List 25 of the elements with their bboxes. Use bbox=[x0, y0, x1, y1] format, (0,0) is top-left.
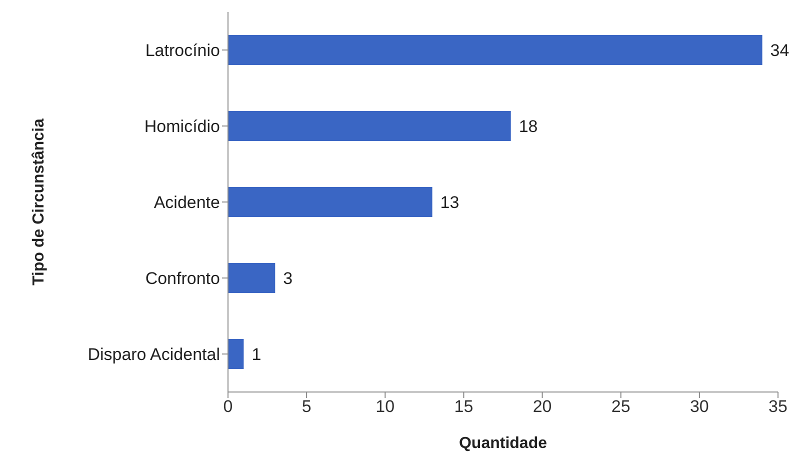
x-tick-label: 30 bbox=[690, 397, 709, 416]
bar bbox=[228, 35, 762, 65]
y-tick-label: Confronto bbox=[145, 269, 220, 288]
x-tick-label: 35 bbox=[768, 397, 788, 416]
y-tick-label: Homicídio bbox=[144, 117, 220, 136]
x-tick-label: 5 bbox=[302, 397, 312, 416]
bar bbox=[228, 111, 511, 141]
x-tick-label: 0 bbox=[223, 397, 233, 416]
bar bbox=[228, 339, 244, 369]
bar bbox=[228, 263, 276, 293]
data-label: 3 bbox=[283, 269, 293, 288]
x-axis-title: Quantidade bbox=[458, 435, 548, 452]
y-tick-label: Acidente bbox=[154, 193, 220, 212]
x-tick-label: 25 bbox=[611, 397, 630, 416]
data-label: 1 bbox=[252, 345, 262, 364]
x-tick-label: 15 bbox=[454, 397, 474, 416]
y-tick-label: Latrocínio bbox=[145, 41, 220, 60]
y-axis-title: Tipo de Circunstância bbox=[30, 118, 48, 286]
bar bbox=[228, 187, 432, 217]
x-tick-label: 10 bbox=[376, 397, 395, 416]
data-label: 34 bbox=[770, 41, 790, 60]
data-label: 18 bbox=[518, 117, 538, 136]
x-tick-label: 20 bbox=[532, 397, 552, 416]
y-tick-label: Disparo Acidental bbox=[88, 345, 220, 364]
data-label: 13 bbox=[440, 193, 460, 212]
